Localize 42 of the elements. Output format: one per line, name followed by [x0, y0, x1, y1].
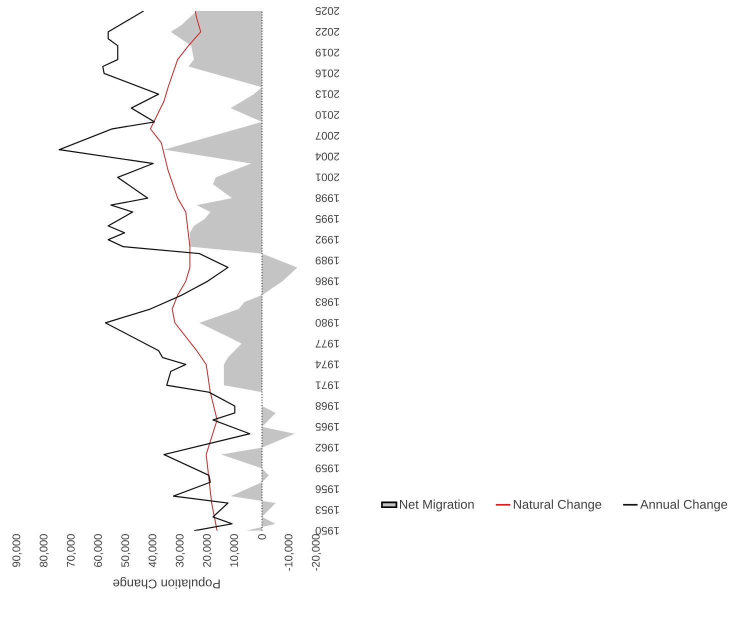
y-tick-label: 2007: [316, 132, 340, 140]
y-tick-label: 1971: [316, 382, 339, 390]
y-tick-label: 2019: [316, 48, 340, 57]
x-tick-label: -10,000: [284, 534, 294, 571]
x-tick-label: 90,000: [12, 534, 22, 568]
y-tick-label: 1992: [316, 236, 339, 244]
x-tick-label: 60,000: [94, 534, 104, 568]
x-tick-label: 10,000: [230, 534, 240, 567]
y-tick-label: 2022: [316, 28, 340, 36]
x-tick-label: 70,000: [66, 534, 76, 568]
y-tick-label: 1983: [316, 298, 339, 306]
y-tick-label: 2010: [316, 111, 340, 120]
y-tick-label: 2013: [316, 90, 340, 98]
x-tick-label: 50,000: [121, 534, 130, 568]
x-tick-label: -20,000: [312, 534, 321, 571]
y-tick-label: 1968: [316, 402, 339, 410]
y-tick-label: 1959: [316, 464, 339, 472]
y-tick-label: 1956: [316, 485, 339, 494]
y-tick-label: 1977: [316, 340, 339, 348]
y-tick-label: 2004: [315, 152, 340, 161]
legend-label: Net Migration: [400, 500, 474, 512]
y-tick-label: 2001: [316, 174, 340, 182]
y-tick-label: 1965: [316, 423, 339, 431]
x-tick-label: 20,000: [202, 534, 212, 568]
x-tick-label: 80,000: [40, 534, 49, 568]
y-tick-label: 1998: [316, 194, 339, 202]
x-tick-label: 0: [258, 534, 266, 540]
y-tick-label: 1989: [316, 256, 339, 265]
y-tick-label: 1980: [316, 319, 339, 327]
legend-label: Annual Change: [640, 500, 728, 512]
y-tick-label: 1995: [316, 215, 339, 224]
y-tick-label: 1974: [315, 360, 339, 369]
y-tick-label: 1953: [316, 506, 339, 514]
y-tick-label: 1962: [316, 444, 339, 452]
y-tick-label: 2025: [316, 7, 340, 16]
y-tick-label: 1950: [316, 527, 339, 535]
x-tick-label: 40,000: [148, 534, 158, 568]
y-tick-label: 2016: [316, 70, 340, 78]
y-tick-label: 1986: [316, 278, 339, 286]
x-tick-label: 30,000: [176, 534, 185, 568]
legend-label: Natural Change: [514, 500, 602, 512]
x-axis-title: Population Change: [113, 577, 220, 589]
